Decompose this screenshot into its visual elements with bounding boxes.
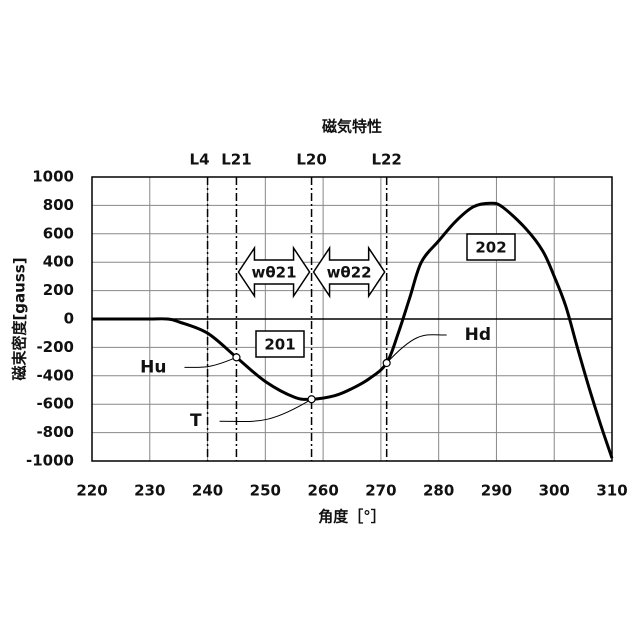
x-tick-label: 240 [192, 482, 223, 500]
x-axis-label: 角度［°］ [318, 508, 386, 526]
y-tick-label: 600 [43, 224, 74, 242]
y-tick-label: -200 [36, 338, 74, 356]
point-label: Hu [140, 357, 166, 377]
y-tick-label: -1000 [26, 452, 74, 470]
x-tick-label: 310 [596, 482, 627, 500]
data-line [92, 203, 612, 458]
chart-title: 磁気特性 [322, 118, 382, 136]
x-tick-label: 230 [134, 482, 165, 500]
y-tick-label: 400 [43, 253, 74, 271]
x-tick-label: 260 [307, 482, 338, 500]
y-axis-label: 磁束密度[gauss] [11, 257, 29, 380]
x-tick-label: 290 [481, 482, 512, 500]
chart: 磁気特性 角度［°］ 磁束密度[gauss] -1000 -800 -600 -400… [0, 0, 640, 640]
span-label: wθ21 [251, 264, 296, 282]
reference-label: L4 [190, 151, 210, 169]
y-tick-label: -400 [36, 366, 74, 384]
y-tick-label: -800 [36, 423, 74, 441]
point-marker [383, 360, 390, 367]
x-tick-label: 280 [423, 482, 454, 500]
y-tick-label: -600 [36, 395, 74, 413]
point-label: T [190, 411, 202, 431]
region-label: 202 [475, 239, 506, 257]
x-tick-label: 300 [539, 482, 570, 500]
x-tick-label: 270 [365, 482, 396, 500]
reference-label: L20 [296, 151, 326, 169]
region-label: 201 [264, 336, 295, 354]
reference-label: L22 [371, 151, 401, 169]
x-tick-label: 220 [76, 482, 107, 500]
point-marker [233, 354, 240, 361]
y-tick-label: 800 [43, 196, 74, 214]
point-marker [308, 396, 315, 403]
x-tick-label: 250 [250, 482, 281, 500]
y-tick-label: 0 [64, 310, 74, 328]
point-label: Hd [465, 325, 491, 345]
leader-line [184, 357, 236, 367]
y-tick-label: 200 [43, 281, 74, 299]
reference-label: L21 [221, 151, 251, 169]
y-tick-label: 1000 [32, 168, 74, 186]
span-label: wθ22 [327, 264, 372, 282]
